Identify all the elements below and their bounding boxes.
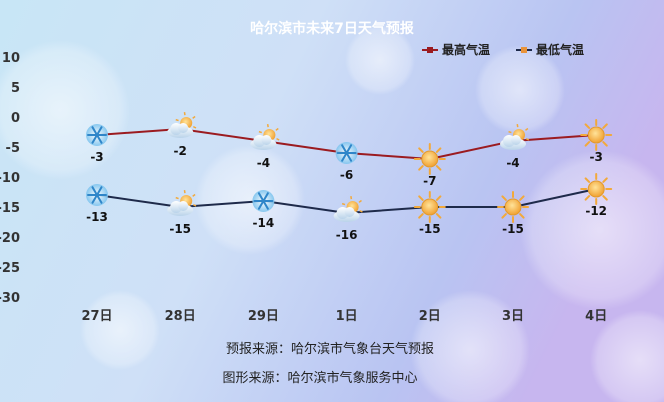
y-tick-label: -10: [0, 171, 20, 186]
y-tick-label: 10: [2, 51, 20, 66]
legend-item-low: 最低气温: [516, 42, 584, 57]
data-label-high: -3: [590, 150, 603, 164]
data-label-low: -14: [253, 216, 275, 230]
y-tick-label: -25: [0, 261, 20, 276]
x-tick-label: 28日: [165, 309, 196, 324]
data-label-high: -7: [423, 174, 436, 188]
cloudy-sun-icon: [167, 190, 197, 216]
snow-icon: [252, 190, 275, 212]
sun-icon: [580, 173, 613, 205]
chart-title: 哈尔滨市未来7日天气预报: [250, 20, 414, 37]
y-tick-label: -5: [6, 141, 20, 156]
source-forecast-note: 预报来源：哈尔滨市气象台天气预报: [226, 341, 434, 357]
data-label-low: -15: [169, 222, 191, 236]
cloudy-sun-icon: [333, 196, 363, 222]
snow-icon: [86, 184, 108, 206]
x-tick-label: 3日: [502, 309, 524, 324]
data-label-high: -4: [506, 156, 519, 170]
cloudy-sun-icon: [500, 124, 530, 150]
data-labels: -3 -2 -4 -6 -7 -4 -3 -13 -15 -14 -16 -15 -15 -12: [86, 144, 607, 242]
snow-icon: [335, 142, 358, 164]
y-tick-label: -30: [0, 291, 20, 306]
sun-icon: [497, 191, 529, 223]
y-tick-label: -15: [0, 201, 20, 216]
x-tick-label: 1日: [336, 309, 358, 324]
x-tick-label: 29日: [248, 309, 279, 324]
legend-label-high: 最高气温: [442, 42, 490, 57]
data-label-low: -15: [502, 222, 524, 236]
legend: 最高气温 最低气温: [422, 42, 584, 57]
data-label-low: -12: [585, 204, 607, 218]
cloudy-sun-icon: [250, 124, 280, 150]
sun-icon: [413, 191, 446, 223]
data-label-high: -2: [174, 144, 187, 158]
legend-label-low: 最低气温: [536, 42, 584, 57]
snow-icon: [86, 124, 108, 146]
weather-icons: [86, 112, 613, 223]
y-tick-label: 5: [11, 81, 20, 96]
legend-item-high: 最高气温: [422, 42, 490, 57]
x-tick-label: 27日: [81, 309, 112, 324]
x-axis: 27日 28日 29日 1日 2日 3日 4日: [81, 309, 607, 324]
sun-icon: [580, 119, 613, 151]
source-graphic-note: 图形来源：哈尔滨市气象服务中心: [222, 370, 417, 386]
cloudy-sun-icon: [167, 112, 197, 138]
data-label-high: -4: [257, 156, 270, 170]
data-label-high: -6: [340, 168, 353, 182]
x-tick-label: 2日: [419, 309, 441, 324]
data-label-high: -3: [90, 150, 103, 164]
x-tick-label: 4日: [585, 309, 607, 324]
sun-icon: [413, 143, 446, 175]
y-axis: 10 5 0 -5 -10 -15 -20 -25 -30: [0, 51, 20, 306]
data-label-low: -16: [336, 228, 358, 242]
data-label-low: -13: [86, 210, 108, 224]
y-tick-label: -20: [0, 231, 20, 246]
y-tick-label: 0: [11, 111, 20, 126]
data-label-low: -15: [419, 222, 441, 236]
